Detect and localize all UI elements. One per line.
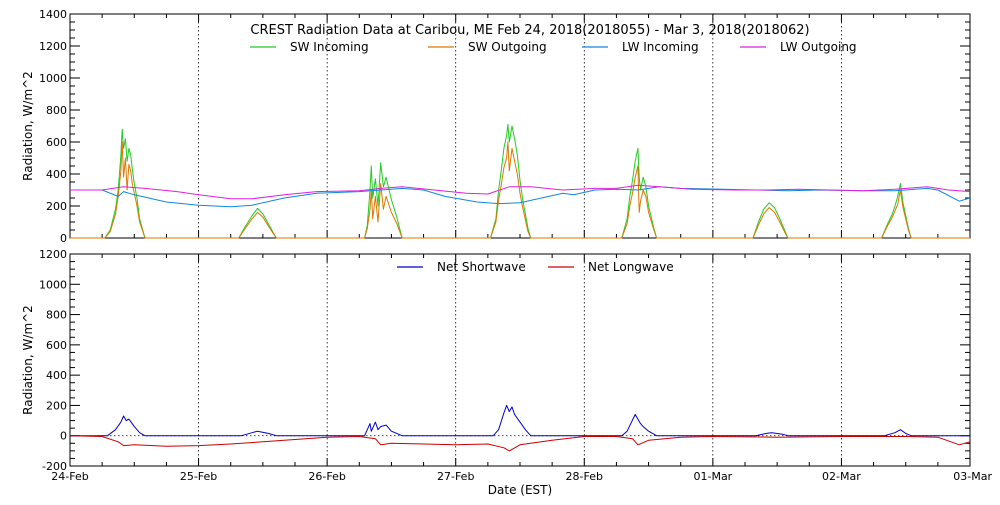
top-series-group	[70, 123, 971, 239]
x-tick-label: 27-Feb	[437, 470, 474, 483]
legend-label-sw-outgoing: SW Outgoing	[468, 40, 547, 54]
bottom-y-axis-label: Radiation, W/m^2	[21, 305, 35, 415]
x-axis: 24-Feb 25-Feb 26-Feb 27-Feb 28-Feb 01-Mar 02-M…	[51, 470, 992, 483]
top-ytick-label: 800	[46, 104, 67, 117]
bottom-plot-frame	[69, 253, 971, 467]
x-tick-label: 28-Feb	[566, 470, 603, 483]
bottom-y-axis: -200 0 200 400 600 800 1000 1200	[39, 248, 971, 473]
legend-label-net-longwave: Net Longwave	[588, 260, 674, 274]
top-ytick-label: 1400	[39, 8, 67, 21]
bottom-ytick-label: -200	[42, 460, 67, 473]
bottom-ytick-label: 600	[46, 339, 67, 352]
series-sw-incoming	[70, 123, 970, 239]
series-sw-outgoing	[70, 141, 970, 239]
legend-label-sw-incoming: SW Incoming	[290, 40, 369, 54]
bottom-ytick-label: 1200	[39, 248, 67, 261]
top-grid	[198, 14, 842, 238]
top-ytick-label: 1000	[39, 72, 67, 85]
top-legend: SW Incoming SW Outgoing LW Incoming LW Outg…	[250, 40, 857, 54]
bottom-ytick-label: 400	[46, 369, 67, 382]
legend-label-net-shortwave: Net Shortwave	[437, 260, 526, 274]
top-y-axis: 0 200 400 600 800 1000 1200 1400	[39, 8, 971, 245]
chart-title: CREST Radiation Data at Caribou, ME Feb …	[250, 23, 809, 38]
x-tick-label: 24-Feb	[51, 470, 88, 483]
bottom-ytick-label: 0	[60, 430, 67, 443]
top-panel: 0 200 400 600 800 1000 1200 1400 CREST Radiatio…	[21, 8, 971, 245]
top-ytick-label: 200	[46, 200, 67, 213]
bottom-ytick-label: 200	[46, 399, 67, 412]
series-net-longwave	[69, 435, 971, 452]
top-ytick-label: 600	[46, 136, 67, 149]
series-lw-outgoing	[70, 184, 971, 200]
legend-label-lw-incoming: LW Incoming	[622, 40, 699, 54]
bottom-ytick-label: 1000	[39, 278, 67, 291]
bottom-legend: Net Shortwave Net Longwave	[397, 260, 674, 274]
x-tick-label: 26-Feb	[308, 470, 345, 483]
series-net-shortwave	[70, 404, 970, 437]
top-y-axis-label: Radiation, W/m^2	[21, 71, 35, 181]
top-ytick-label: 1200	[39, 40, 67, 53]
top-ytick-label: 400	[46, 168, 67, 181]
top-ytick-label: 0	[60, 232, 67, 245]
bottom-ytick-label: 800	[46, 309, 67, 322]
x-tick-label: 03-Mar	[953, 470, 992, 483]
x-axis-label: Date (EST)	[488, 483, 552, 497]
bottom-series-group	[69, 404, 971, 452]
bottom-grid	[70, 254, 970, 466]
legend-label-lw-outgoing: LW Outgoing	[780, 40, 857, 54]
bottom-panel: -200 0 200 400 600 800 1000 1200 Radiation, W/m…	[21, 248, 992, 497]
x-tick-label: 25-Feb	[180, 470, 217, 483]
x-tick-label: 01-Mar	[693, 470, 732, 483]
x-tick-label: 02-Mar	[822, 470, 861, 483]
